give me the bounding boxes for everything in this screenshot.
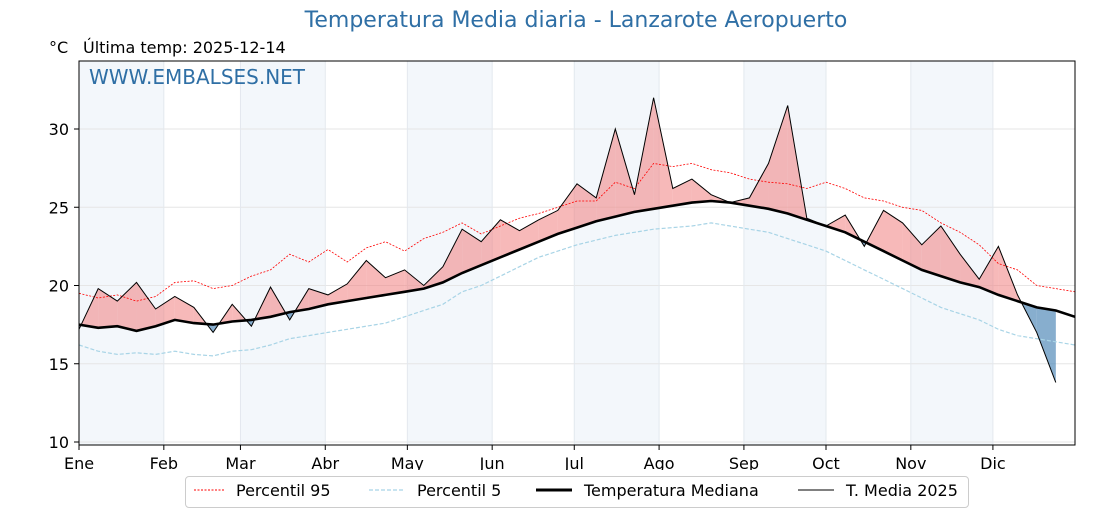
x-tick-label: Jul	[564, 454, 584, 470]
x-tick-label: Ene	[64, 454, 94, 470]
fill-above-median	[883, 210, 903, 261]
chart-title: Temperatura Media diaria - Lanzarote Aer…	[304, 8, 848, 33]
legend-swatch-p5	[369, 489, 405, 491]
chart-area: 10 15 20 25 30 Ene Feb Mar Abr May Jun Jul Ago Sep Oct…	[49, 60, 1076, 470]
fill-above-median	[500, 219, 520, 258]
fill-above-median	[940, 226, 961, 283]
last-temp-label: Última temp: 2025-12-14	[83, 38, 286, 57]
legend-label-current: T. Media 2025	[846, 480, 958, 500]
fill-above-median	[347, 260, 367, 302]
x-tick-label: Abr	[311, 454, 339, 470]
fill-above-median	[998, 246, 1018, 302]
y-tick-label: 20	[49, 277, 69, 296]
legend-item-p95: Percentil 95	[194, 480, 331, 500]
y-tick-label: 30	[49, 120, 69, 139]
legend-swatch-current	[798, 489, 834, 491]
fill-above-median	[404, 269, 424, 292]
fill-above-median	[634, 97, 654, 212]
x-tick-label: Feb	[150, 454, 178, 470]
fill-above-median	[902, 222, 922, 270]
x-tick-label: Nov	[895, 454, 926, 470]
line-percentil-95	[78, 162, 1076, 302]
fill-above-median	[366, 260, 386, 299]
legend-item-median: Temperatura Mediana	[536, 480, 759, 500]
fill-above-median	[481, 219, 501, 266]
x-tick-label: Jun	[479, 454, 505, 470]
series-lines	[78, 97, 1076, 383]
x-tick-label: Oct	[812, 454, 840, 470]
fill-above-median	[960, 254, 980, 288]
fill-above-median	[155, 296, 175, 327]
fill-above-median	[768, 105, 788, 214]
fill-above-median	[557, 183, 577, 234]
fill-above-median	[979, 246, 999, 295]
fill-above-median	[117, 282, 137, 331]
fill-above-median	[672, 179, 692, 206]
fill-above-median	[866, 210, 884, 252]
grid-lines	[78, 61, 1075, 445]
x-tick-label: Ago	[644, 454, 675, 470]
legend: Percentil 95 Percentil 5 Temperatura Med…	[185, 476, 969, 508]
y-unit-label: °C	[49, 38, 69, 57]
legend-label-p95: Percentil 95	[236, 480, 331, 500]
month-band	[574, 61, 660, 445]
line-percentil-5	[78, 222, 1076, 357]
fill-above-median	[328, 283, 348, 305]
fill-below-median	[1036, 307, 1056, 383]
month-bands	[79, 61, 993, 445]
fill-above-median	[826, 215, 846, 233]
fill-above-median	[691, 179, 712, 203]
x-tick-label: May	[391, 454, 424, 470]
y-tick-label: 10	[49, 433, 69, 452]
legend-item-p5: Percentil 5	[369, 480, 501, 500]
fill-above-median	[749, 163, 769, 209]
x-tick-label: Dic	[980, 454, 1006, 470]
month-band	[240, 61, 326, 445]
month-band	[79, 61, 164, 445]
line-temperatura-mediana	[78, 199, 1076, 333]
anomaly-fills	[79, 97, 1056, 383]
fill-above-median	[538, 210, 558, 242]
legend-label-p5: Percentil 5	[417, 480, 502, 500]
fill-above-median	[174, 296, 194, 324]
fill-above-median	[653, 97, 673, 209]
fill-above-median	[442, 229, 463, 283]
fill-above-median	[519, 219, 539, 250]
legend-swatch-median	[536, 488, 572, 492]
x-tick-label: Mar	[225, 454, 256, 470]
fill-above-median	[136, 282, 156, 331]
legend-label-median: Temperatura Mediana	[584, 480, 759, 500]
fill-above-median	[462, 229, 482, 273]
fill-above-median	[596, 129, 616, 222]
fill-above-median	[615, 129, 635, 217]
y-tick-label: 15	[49, 355, 69, 374]
x-tick-label: Sep	[729, 454, 759, 470]
line-t-media-2025	[78, 97, 1057, 383]
fill-above-median	[921, 226, 941, 277]
legend-item-current: T. Media 2025	[798, 480, 958, 500]
axes: 10 15 20 25 30 Ene Feb Mar Abr May Jun Jul Ago Sep Oct…	[49, 60, 1076, 470]
watermark: WWW.EMBALSES.NET	[89, 65, 306, 89]
plot-frame	[78, 60, 1076, 446]
legend-swatch-p95	[194, 489, 224, 491]
y-tick-label: 25	[49, 198, 69, 217]
